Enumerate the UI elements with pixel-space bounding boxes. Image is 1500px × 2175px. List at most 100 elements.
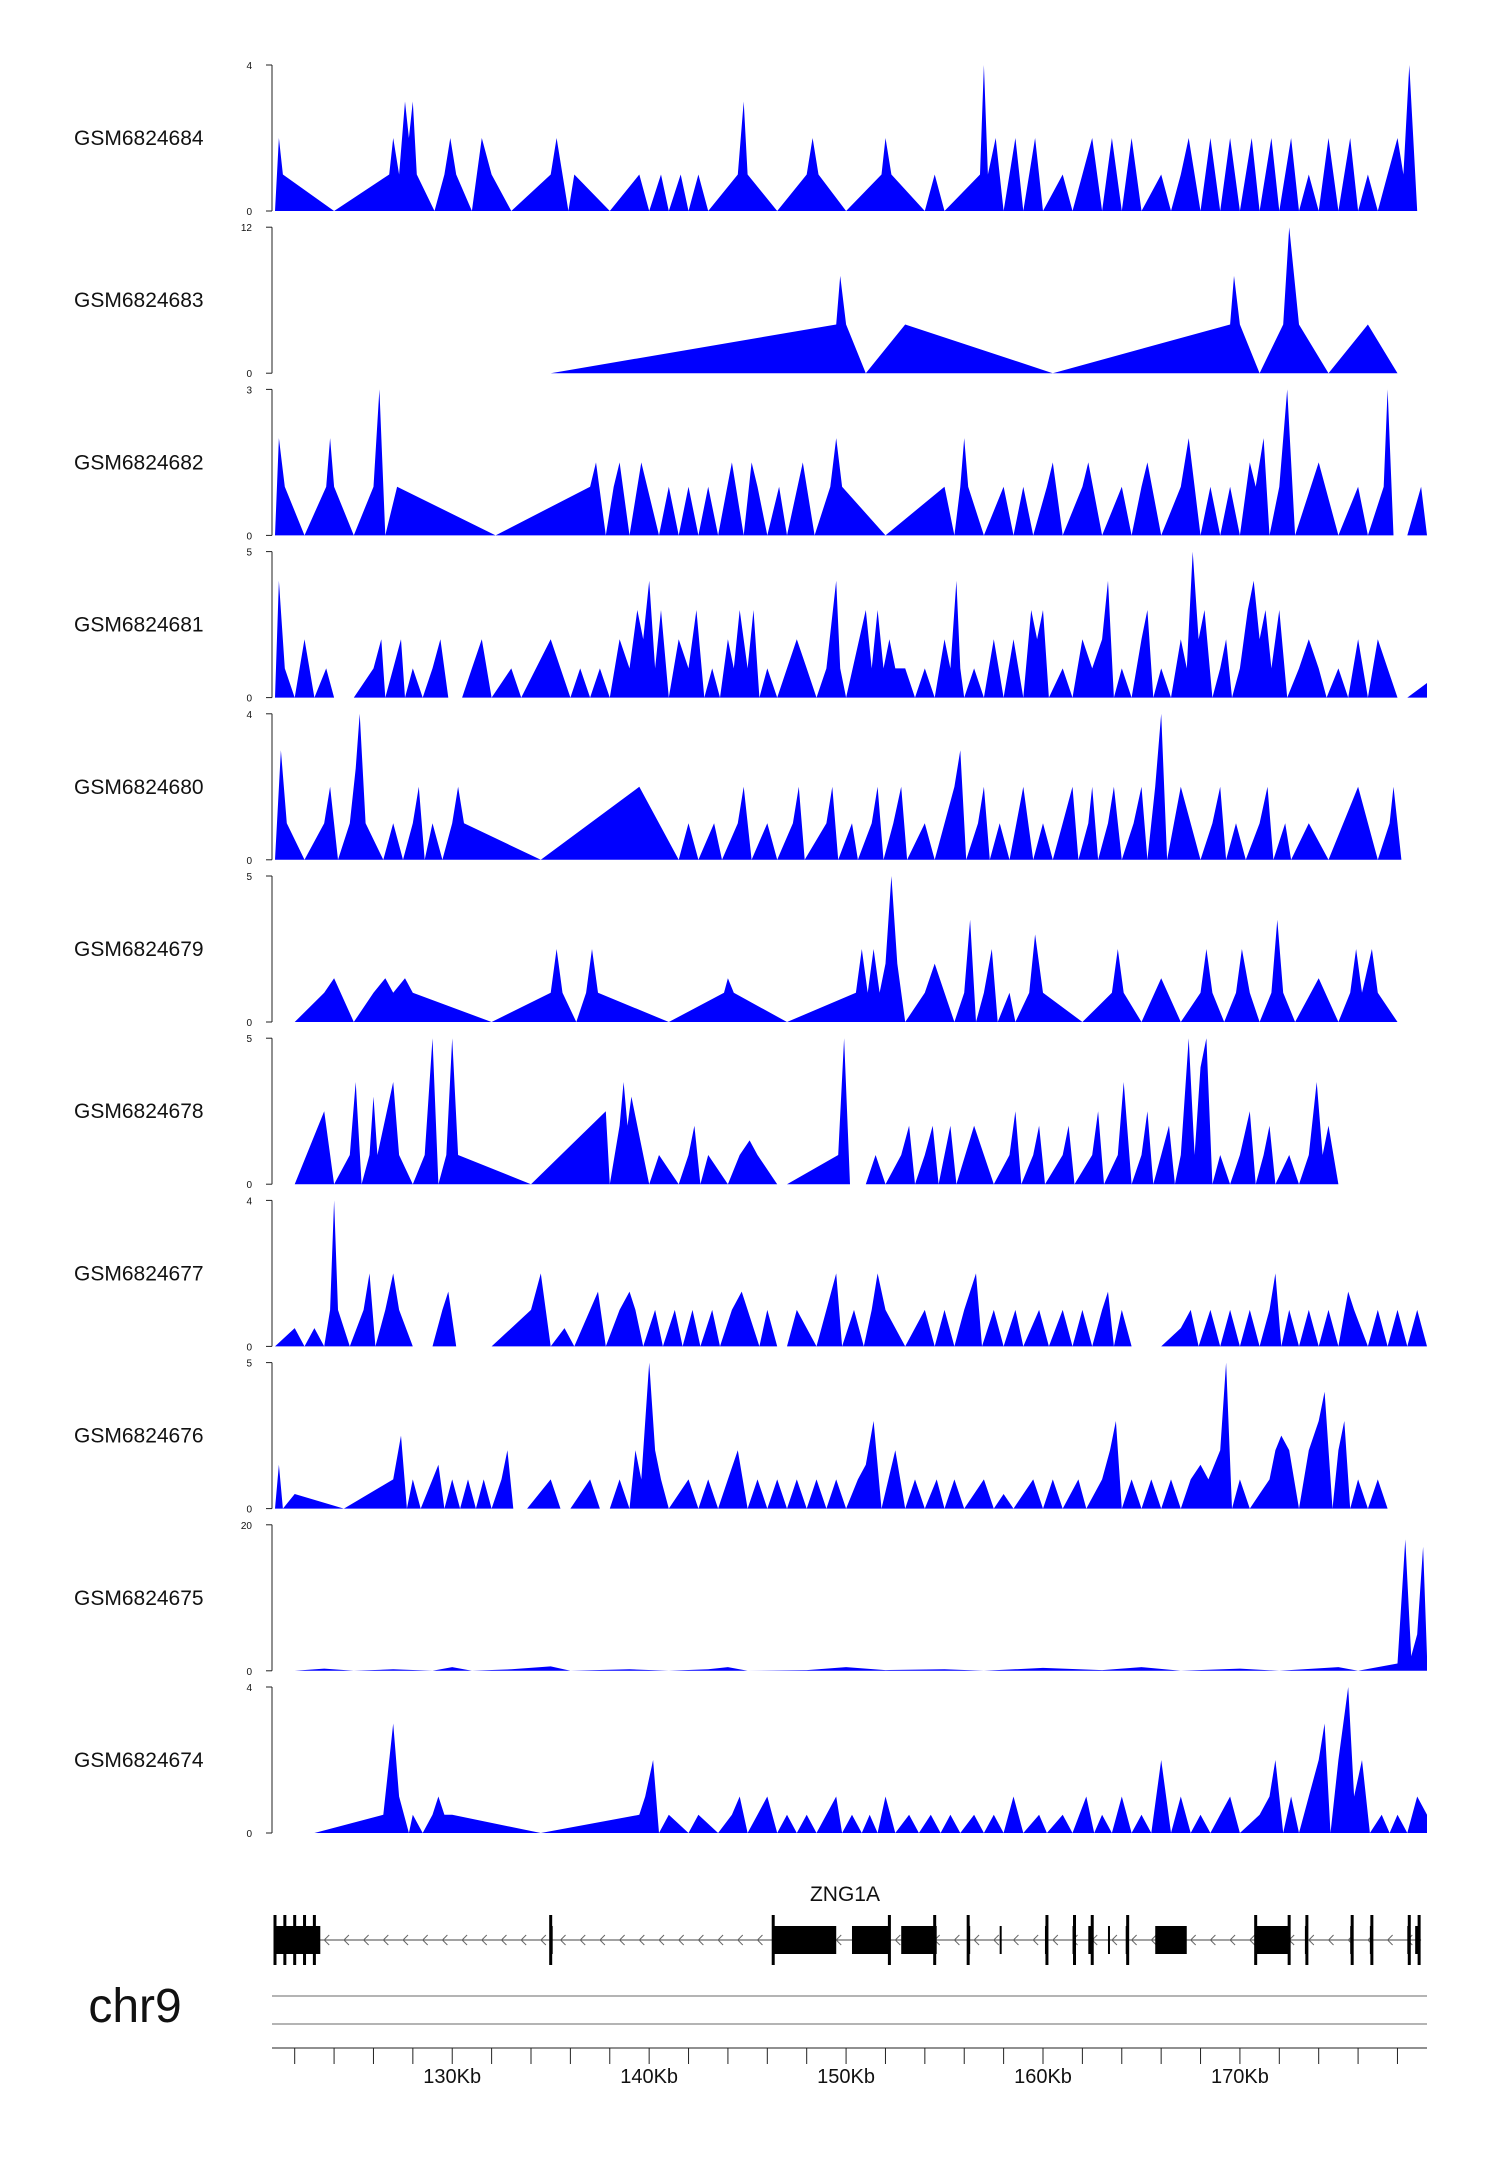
exon-tick xyxy=(1305,1915,1309,1965)
strand-arrow xyxy=(973,1934,980,1946)
track-label: GSM6824674 xyxy=(74,1749,204,1772)
strand-arrow xyxy=(599,1934,606,1946)
strand-arrow xyxy=(1386,1934,1393,1946)
tracks-layer: 4 0 GSM6824684 12 0 GSM6824683 3 0 GSM6824682 5 0 G… xyxy=(74,61,1428,1840)
strand-arrow xyxy=(500,1934,507,1946)
track-GSM6824681: 5 0 GSM6824681 xyxy=(74,548,1427,705)
strand-arrow xyxy=(737,1934,744,1946)
exon-tick xyxy=(1090,1915,1094,1965)
strand-arrow xyxy=(559,1934,566,1946)
track-GSM6824683: 12 0 GSM6824683 xyxy=(74,223,1398,380)
strand-arrow xyxy=(579,1934,586,1946)
exon-block xyxy=(1155,1926,1187,1954)
track-label: GSM6824680 xyxy=(74,776,204,799)
y-min-label: 0 xyxy=(246,1180,252,1191)
exon-tick xyxy=(933,1915,937,1965)
x-tick-label: 130Kb xyxy=(423,2066,481,2088)
track-GSM6824679: 5 0 GSM6824679 xyxy=(74,872,1398,1029)
y-max-label: 5 xyxy=(246,872,252,883)
strand-arrow xyxy=(382,1934,389,1946)
coverage-area xyxy=(294,1539,1428,1671)
strand-arrow xyxy=(1150,1934,1157,1946)
y-max-label: 5 xyxy=(246,1034,252,1045)
strand-arrow xyxy=(520,1934,527,1946)
strand-arrow xyxy=(1052,1934,1059,1946)
track-GSM6824675: 20 0 GSM6824675 xyxy=(74,1521,1428,1678)
strand-arrow xyxy=(1012,1934,1019,1946)
exon-tick xyxy=(966,1915,970,1965)
track-label: GSM6824676 xyxy=(74,1425,204,1448)
track-label: GSM6824679 xyxy=(74,938,204,961)
y-max-label: 20 xyxy=(241,1521,253,1532)
strand-arrow xyxy=(1032,1934,1039,1946)
strand-arrow xyxy=(343,1934,350,1946)
y-max-label: 3 xyxy=(246,385,252,396)
coverage-area xyxy=(275,389,1427,536)
gene-model: ZNG1A xyxy=(273,1883,1422,1965)
strand-arrow xyxy=(1327,1934,1334,1946)
y-max-label: 4 xyxy=(246,61,252,72)
strand-arrow xyxy=(362,1934,369,1946)
exon-block xyxy=(1255,1926,1290,1954)
exon-tick xyxy=(1126,1915,1130,1965)
track-label: GSM6824683 xyxy=(74,289,204,312)
y-min-label: 0 xyxy=(246,207,252,218)
exon-tick xyxy=(303,1915,307,1965)
strand-arrow xyxy=(638,1934,645,1946)
exon-block xyxy=(999,1926,1002,1954)
coverage-area xyxy=(275,1200,1427,1347)
y-min-label: 0 xyxy=(246,531,252,542)
strand-arrow xyxy=(1130,1934,1137,1946)
exon-tick xyxy=(312,1915,316,1965)
exon-tick xyxy=(1045,1915,1049,1965)
exon-tick xyxy=(1287,1915,1291,1965)
x-tick-label: 170Kb xyxy=(1211,2066,1269,2088)
exon-tick xyxy=(1407,1915,1411,1965)
y-max-label: 12 xyxy=(241,223,253,234)
exon-tick xyxy=(1370,1915,1374,1965)
track-GSM6824674: 4 0 GSM6824674 xyxy=(74,1683,1427,1840)
strand-arrow xyxy=(540,1934,547,1946)
y-min-label: 0 xyxy=(246,1018,252,1029)
coverage-area xyxy=(275,1362,1398,1509)
track-GSM6824680: 4 0 GSM6824680 xyxy=(74,710,1418,867)
strand-arrow xyxy=(697,1934,704,1946)
strand-arrow xyxy=(1229,1934,1236,1946)
exon-block xyxy=(1107,1926,1110,1954)
strand-arrow xyxy=(421,1934,429,1946)
coverage-area xyxy=(314,1687,1427,1833)
y-max-label: 5 xyxy=(246,548,252,559)
strand-arrow xyxy=(756,1934,763,1946)
strand-arrow xyxy=(1111,1934,1118,1946)
gene-label: ZNG1A xyxy=(810,1883,880,1906)
strand-arrow xyxy=(1249,1934,1256,1946)
y-min-label: 0 xyxy=(246,1505,252,1516)
track-GSM6824676: 5 0 GSM6824676 xyxy=(74,1359,1398,1516)
track-GSM6824682: 3 0 GSM6824682 xyxy=(74,385,1427,542)
exon-tick xyxy=(771,1915,775,1965)
strand-arrow xyxy=(323,1934,330,1946)
exon-tick xyxy=(293,1915,297,1965)
y-min-label: 0 xyxy=(246,1829,252,1840)
strand-arrow xyxy=(1308,1934,1315,1946)
exon-tick xyxy=(1254,1915,1258,1965)
strand-arrow xyxy=(461,1934,468,1946)
strand-arrow xyxy=(993,1934,1000,1946)
coverage-area xyxy=(294,876,1398,1022)
track-label: GSM6824678 xyxy=(74,1100,204,1123)
y-min-label: 0 xyxy=(246,369,252,380)
coverage-area xyxy=(275,65,1418,211)
y-min-label: 0 xyxy=(246,694,252,705)
track-label: GSM6824684 xyxy=(74,127,204,150)
y-min-label: 0 xyxy=(246,856,252,867)
exon-block xyxy=(773,1926,837,1954)
y-max-label: 4 xyxy=(246,1196,252,1207)
exon-tick xyxy=(887,1915,891,1965)
track-GSM6824677: 4 0 GSM6824677 xyxy=(74,1196,1427,1353)
track-label: GSM6824681 xyxy=(74,614,204,637)
strand-arrow xyxy=(441,1934,448,1946)
coverage-area xyxy=(550,227,1398,374)
exon-block xyxy=(851,1926,890,1954)
